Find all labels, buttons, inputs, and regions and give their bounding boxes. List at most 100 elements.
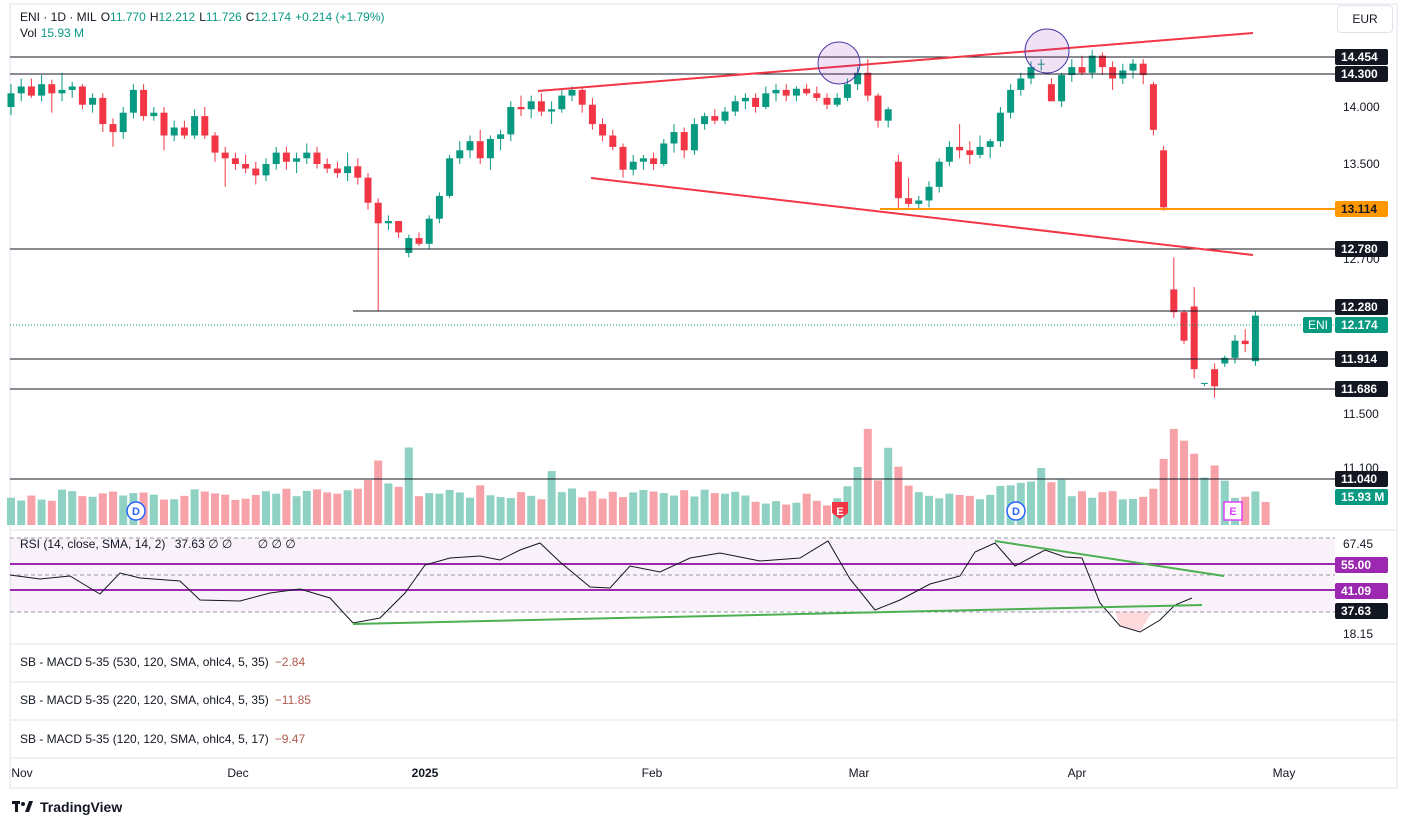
volume-bar bbox=[823, 505, 831, 525]
candle-body bbox=[129, 89, 137, 113]
macd1-legend[interactable]: SB - MACD 5-35 (530, 120, SMA, ohlc4, 5,… bbox=[20, 655, 306, 669]
time-axis-tick: 2025 bbox=[412, 766, 439, 780]
candle-body bbox=[1037, 63, 1045, 65]
volume-bar bbox=[761, 503, 770, 525]
candle-body bbox=[201, 116, 209, 136]
volume-bar bbox=[884, 447, 893, 525]
rsi-line bbox=[9, 540, 1193, 633]
rsi-tag-label: 41.09 bbox=[1341, 584, 1371, 598]
earnings-marker bbox=[832, 502, 848, 519]
volume-bar bbox=[466, 497, 474, 525]
candle-body bbox=[150, 112, 158, 117]
volume-bar bbox=[588, 491, 597, 525]
candle-body bbox=[915, 200, 923, 204]
volume-bar bbox=[670, 495, 678, 525]
candle-body bbox=[1078, 67, 1086, 73]
price-tag-label: 12.280 bbox=[1341, 300, 1378, 314]
volume-bar bbox=[700, 489, 709, 525]
volume-bar bbox=[394, 486, 403, 525]
candle-body bbox=[578, 89, 586, 105]
currency-button[interactable]: EUR bbox=[1337, 5, 1393, 33]
volume-bar bbox=[506, 498, 515, 525]
volume-bar bbox=[241, 498, 250, 525]
price-tag-label: 12.780 bbox=[1341, 242, 1378, 256]
candle-body bbox=[956, 146, 964, 151]
candle-body bbox=[588, 104, 596, 125]
rsi-resistance-trendline bbox=[994, 540, 1225, 577]
candle-body bbox=[1251, 315, 1259, 362]
volume-bar bbox=[211, 493, 219, 525]
event-marker-label: D bbox=[132, 506, 140, 518]
volume-bar bbox=[639, 489, 648, 525]
candle-body bbox=[1007, 89, 1015, 113]
macd3-legend[interactable]: SB - MACD 5-35 (120, 120, SMA, ohlc4, 5,… bbox=[20, 732, 306, 746]
volume-bar bbox=[1180, 440, 1188, 525]
candle-body bbox=[1160, 150, 1168, 208]
candle-body bbox=[27, 86, 35, 96]
candle-body bbox=[792, 88, 800, 96]
symbol-title[interactable]: ENI · 1D · MIL bbox=[20, 10, 97, 24]
rsi-axis-tick: 18.15 bbox=[1343, 627, 1373, 641]
macd2-legend[interactable]: SB - MACD 5-35 (220, 120, SMA, ohlc4, 5,… bbox=[20, 693, 311, 707]
volume-bar bbox=[731, 491, 740, 525]
dividend-marker bbox=[126, 501, 146, 521]
candle-body bbox=[986, 141, 994, 147]
candle-body bbox=[843, 84, 851, 98]
volume-bar bbox=[1027, 481, 1035, 525]
volume-bar bbox=[568, 488, 576, 525]
volume-bar bbox=[619, 497, 627, 525]
volume-bar bbox=[1057, 479, 1066, 525]
volume-bar bbox=[17, 500, 26, 525]
candle-body bbox=[670, 132, 678, 144]
candle-body bbox=[527, 101, 535, 110]
candle-body bbox=[252, 168, 260, 176]
volume-bar bbox=[404, 447, 413, 525]
volume-bar bbox=[772, 501, 780, 525]
volume-bar bbox=[1251, 491, 1260, 525]
candle-body bbox=[680, 132, 688, 151]
volume-bar bbox=[557, 492, 566, 525]
volume-bar bbox=[1098, 492, 1107, 525]
candle-body bbox=[721, 111, 729, 121]
volume-bar bbox=[1169, 428, 1178, 525]
candle-body bbox=[354, 166, 362, 178]
tradingview-logo[interactable]: TradingView bbox=[12, 799, 122, 815]
candle-body bbox=[160, 112, 168, 136]
candle-body bbox=[639, 158, 647, 162]
volume-bar bbox=[996, 485, 1005, 525]
volume-value: 15.93 M bbox=[40, 26, 85, 40]
candle-body bbox=[1119, 70, 1127, 79]
candle-body bbox=[1139, 63, 1147, 76]
volume-bar bbox=[160, 499, 168, 525]
volume-bar bbox=[976, 499, 984, 525]
price-tag bbox=[1335, 351, 1388, 367]
candle-body bbox=[1241, 340, 1249, 345]
candle-body bbox=[935, 161, 943, 187]
volume-bar bbox=[955, 494, 964, 525]
symbol-tag bbox=[1303, 317, 1332, 333]
volume-bar bbox=[1129, 498, 1137, 525]
rsi-legend[interactable]: RSI (14, close, SMA, 14, 2) 37.63 ∅ ∅ ∅ … bbox=[20, 537, 296, 551]
volume-bar bbox=[914, 492, 923, 525]
candle-body bbox=[884, 109, 892, 121]
candle-body bbox=[854, 72, 862, 85]
volume-bar bbox=[965, 495, 974, 525]
brand-name: TradingView bbox=[40, 799, 123, 815]
rsi-tag bbox=[1335, 557, 1388, 573]
volume-bar bbox=[517, 492, 525, 525]
candle-body bbox=[303, 152, 311, 159]
volume-bar bbox=[527, 495, 536, 525]
volume-bar bbox=[1200, 477, 1209, 525]
rsi-tag-label: 37.63 bbox=[1341, 604, 1371, 618]
price-tag bbox=[1335, 489, 1388, 505]
candle-body bbox=[731, 101, 739, 112]
volume-bar bbox=[88, 496, 97, 525]
volume-bar bbox=[1190, 453, 1199, 525]
volume-bar bbox=[119, 495, 128, 525]
volume-bar bbox=[282, 488, 291, 525]
tradingview-logo-icon bbox=[12, 801, 33, 812]
price-axis-tick: 11.500 bbox=[1343, 407, 1379, 421]
candle-body bbox=[752, 97, 760, 107]
candle-body bbox=[293, 158, 301, 162]
